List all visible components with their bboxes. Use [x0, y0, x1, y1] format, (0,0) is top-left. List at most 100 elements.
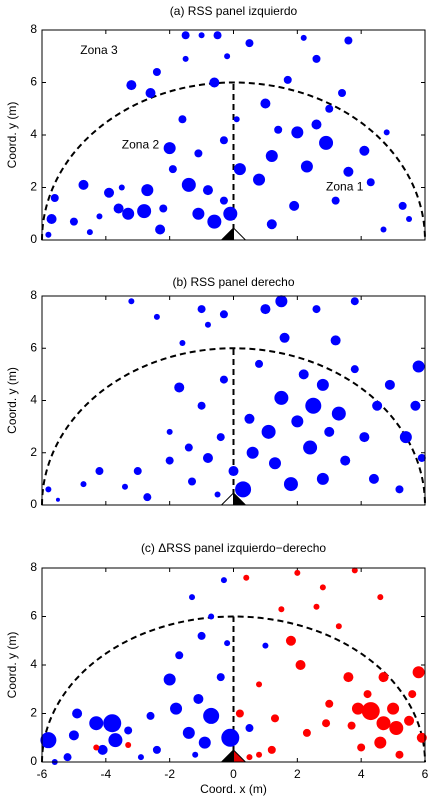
- bubble: [198, 736, 211, 749]
- panel: (a) RSS panel izquierdo Coord. y (m) 0 2 4 6 8…: [5, 4, 426, 246]
- bubble: [417, 453, 426, 462]
- bubble: [174, 382, 185, 393]
- bubble: [325, 104, 334, 113]
- bubble: [219, 136, 228, 145]
- bubble: [256, 751, 263, 758]
- bubble: [108, 733, 123, 748]
- bubble: [93, 744, 100, 751]
- bubble: [376, 716, 391, 731]
- bubble: [378, 672, 389, 683]
- zone-label: Zona 2: [122, 138, 160, 152]
- bubble: [408, 690, 417, 699]
- bubble: [274, 390, 289, 405]
- bubble: [384, 379, 395, 390]
- sensor-left: [220, 226, 234, 241]
- bubble: [383, 129, 390, 136]
- bubble: [322, 719, 331, 728]
- bubble: [178, 115, 187, 124]
- bubble: [122, 207, 135, 220]
- bubble: [398, 201, 407, 210]
- bubble: [68, 730, 79, 741]
- sensor-right: [233, 748, 247, 763]
- x-tick-label: 2: [294, 767, 301, 781]
- x-tick-label: -6: [37, 767, 48, 781]
- bubble: [363, 690, 372, 699]
- bubble: [261, 424, 276, 439]
- bubble: [224, 53, 231, 60]
- bubble: [300, 160, 313, 173]
- bubble: [357, 743, 366, 752]
- bubble: [300, 34, 307, 41]
- bubble: [262, 642, 269, 649]
- bubble: [159, 204, 168, 213]
- bubble: [219, 310, 228, 319]
- panel-title: (a) RSS panel izquierdo: [170, 4, 298, 18]
- bubble: [165, 456, 174, 465]
- bubble: [228, 466, 239, 477]
- bubble: [213, 31, 222, 40]
- bubble: [182, 726, 195, 739]
- x-tick-label: 0: [230, 767, 237, 781]
- y-tick-label: 8: [30, 288, 37, 302]
- bubble: [395, 750, 404, 759]
- plot-frame: [41, 29, 426, 241]
- bubble: [203, 707, 220, 724]
- panel: (b) RSS panel derecho Coord. y (m) 0 2 4 6 8: [5, 275, 426, 511]
- bubble: [152, 68, 161, 76]
- bubble: [95, 467, 104, 476]
- bubble: [270, 714, 279, 723]
- bubble: [255, 359, 264, 368]
- y-tick-label: 2: [30, 445, 37, 459]
- bubble: [412, 666, 425, 679]
- bubble: [267, 745, 276, 754]
- zone-label: Zona 3: [80, 43, 118, 57]
- bubble: [40, 732, 57, 749]
- bubble: [283, 477, 298, 492]
- bubble: [181, 31, 190, 40]
- bubble: [350, 297, 359, 306]
- bubble: [324, 426, 335, 437]
- panel: (c) ΔRSS panel izquierdo−derecho Coord. y…: [5, 541, 428, 796]
- bubble: [197, 631, 206, 640]
- bubble: [182, 55, 189, 62]
- bubble: [104, 187, 115, 198]
- y-tick-label: 6: [30, 340, 37, 354]
- y-tick-label: 2: [30, 180, 37, 194]
- bubble: [198, 32, 205, 39]
- bubble: [335, 623, 342, 630]
- bubble: [410, 400, 421, 411]
- bubble: [351, 567, 358, 574]
- bubble: [289, 200, 300, 211]
- bubble: [313, 603, 320, 610]
- bubble: [298, 369, 309, 380]
- y-tick-label: 6: [30, 75, 37, 89]
- bubble: [197, 401, 206, 410]
- sensor-left: [220, 748, 234, 763]
- bubble: [141, 184, 154, 197]
- bubble: [361, 702, 380, 721]
- bubble: [344, 36, 353, 45]
- bubble: [246, 446, 259, 459]
- bubble: [331, 196, 340, 205]
- bubble: [192, 207, 205, 220]
- bubble: [305, 397, 322, 414]
- bubble: [202, 185, 213, 196]
- bubble: [285, 635, 296, 646]
- plot-frame: [41, 295, 426, 506]
- bubble: [260, 304, 271, 315]
- bubble: [340, 455, 351, 466]
- bubble: [343, 672, 354, 683]
- y-tick-label: 2: [30, 706, 37, 720]
- bubble: [266, 219, 277, 230]
- bubble: [125, 742, 132, 749]
- bubble: [224, 640, 231, 647]
- bubble: [80, 481, 87, 488]
- y-tick-label: 4: [30, 657, 37, 671]
- panel-title: (b) RSS panel derecho: [172, 275, 294, 289]
- bubble: [233, 116, 240, 123]
- bubble: [366, 178, 375, 187]
- zone-boundary: [41, 81, 426, 241]
- bubble: [72, 708, 83, 719]
- y-tick-label: 4: [30, 127, 37, 141]
